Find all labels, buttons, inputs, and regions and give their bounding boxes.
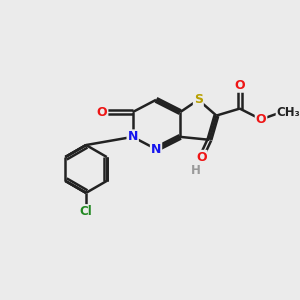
- Text: S: S: [194, 93, 203, 106]
- Text: Cl: Cl: [80, 205, 92, 218]
- Text: N: N: [128, 130, 138, 143]
- Text: O: O: [97, 106, 107, 118]
- Text: CH₃: CH₃: [276, 106, 300, 119]
- Text: N: N: [151, 142, 161, 156]
- Text: O: O: [234, 79, 245, 92]
- Text: O: O: [256, 113, 266, 126]
- Text: H: H: [191, 164, 201, 177]
- Text: O: O: [196, 151, 206, 164]
